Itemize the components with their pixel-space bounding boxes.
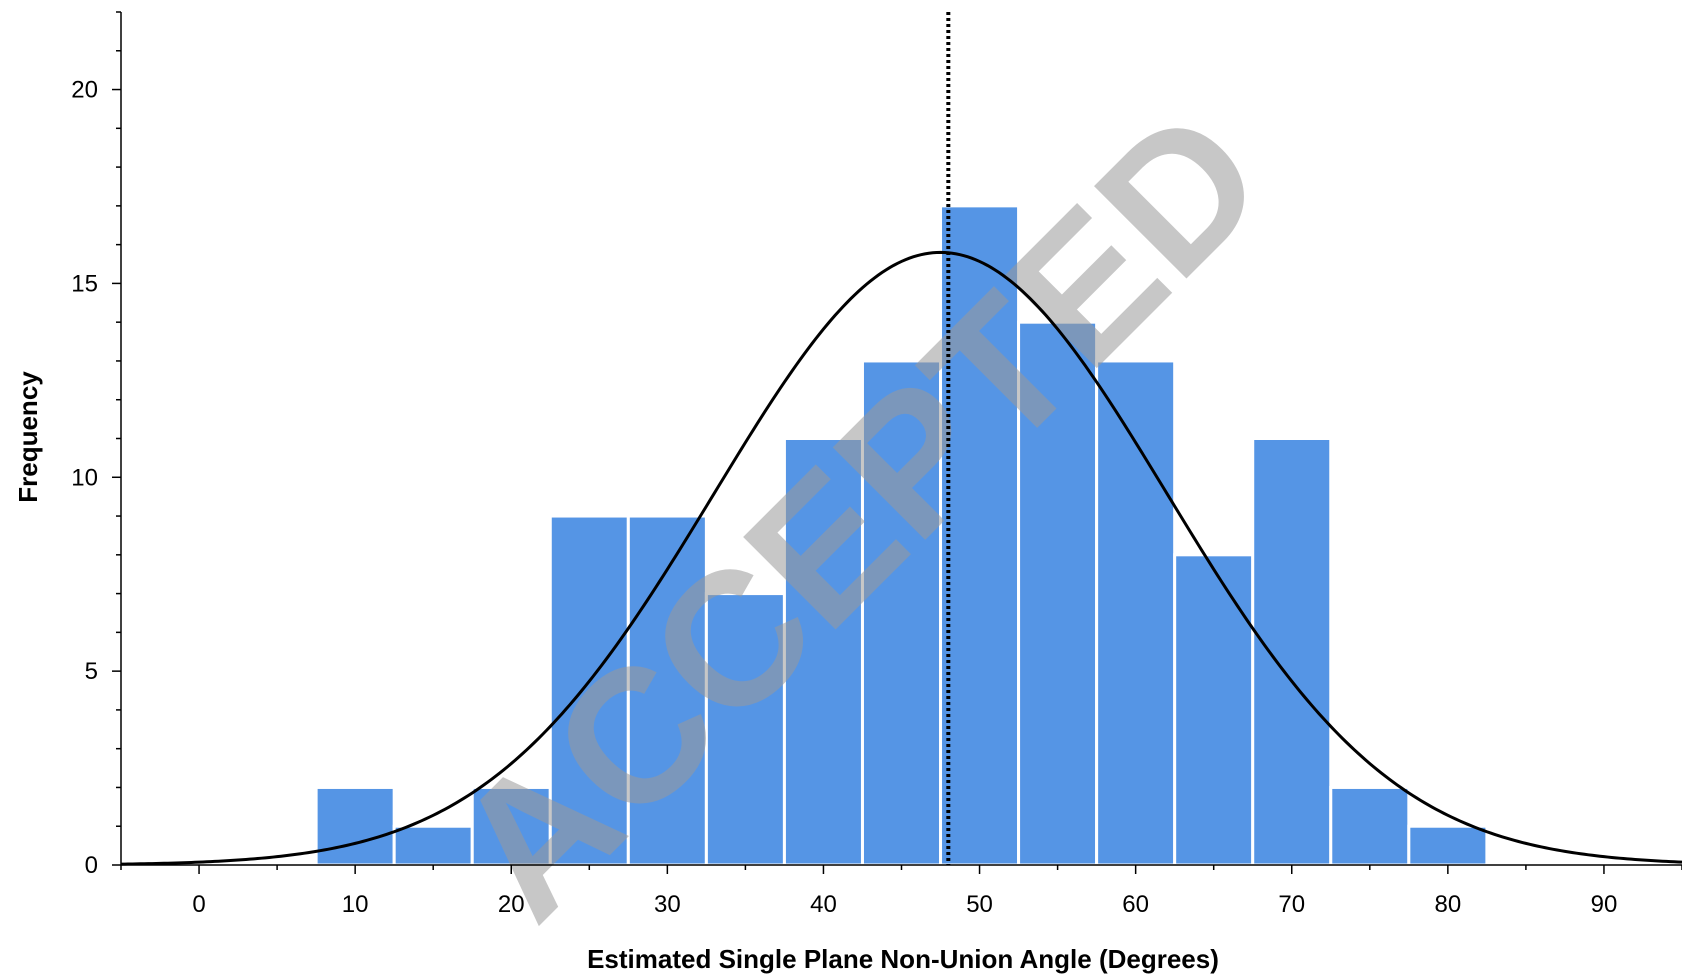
- y-tick-label-20: 20: [71, 77, 98, 104]
- x-tick-label-30: 30: [654, 891, 681, 918]
- normal-distribution-curve: [120, 250, 1682, 866]
- x-tick-label-60: 60: [1122, 891, 1149, 918]
- x-tick-label-70: 70: [1278, 891, 1305, 918]
- histogram-bar-7: [860, 359, 943, 867]
- x-tick-label-50: 50: [966, 891, 993, 918]
- x-tick-label-20: 20: [498, 891, 525, 918]
- y-tick-label-15: 15: [71, 270, 98, 297]
- x-tick-label-80: 80: [1434, 891, 1461, 918]
- axes: [112, 11, 1682, 874]
- histogram-bar-0: [314, 785, 396, 867]
- x-axis-title: Estimated Single Plane Non-Union Angle (…: [587, 944, 1219, 974]
- y-tick-label-0: 0: [85, 852, 98, 879]
- histogram-bar-12: [1251, 437, 1333, 867]
- histogram-bar-11: [1173, 553, 1255, 867]
- histogram-bar-5: [704, 592, 786, 867]
- tick-labels: 0 10 20 30 40 50 60 70 80 90 0 5 10 15 20: [71, 77, 1617, 918]
- normal-curve-layer: [120, 250, 1682, 866]
- histogram-bars: [314, 204, 1489, 867]
- x-tick-label-0: 0: [192, 891, 205, 918]
- x-tick-label-90: 90: [1591, 891, 1618, 918]
- histogram-bar-9: [1017, 320, 1099, 867]
- y-axis-title: Frequency: [13, 371, 43, 503]
- histogram-bar-10: [1095, 359, 1177, 867]
- x-tick-label-40: 40: [810, 891, 837, 918]
- y-tick-label-10: 10: [71, 464, 98, 491]
- x-tick-label-10: 10: [342, 891, 369, 918]
- histogram-bar-13: [1329, 785, 1411, 867]
- y-tick-label-5: 5: [85, 658, 98, 685]
- histogram-bar-14: [1407, 824, 1489, 867]
